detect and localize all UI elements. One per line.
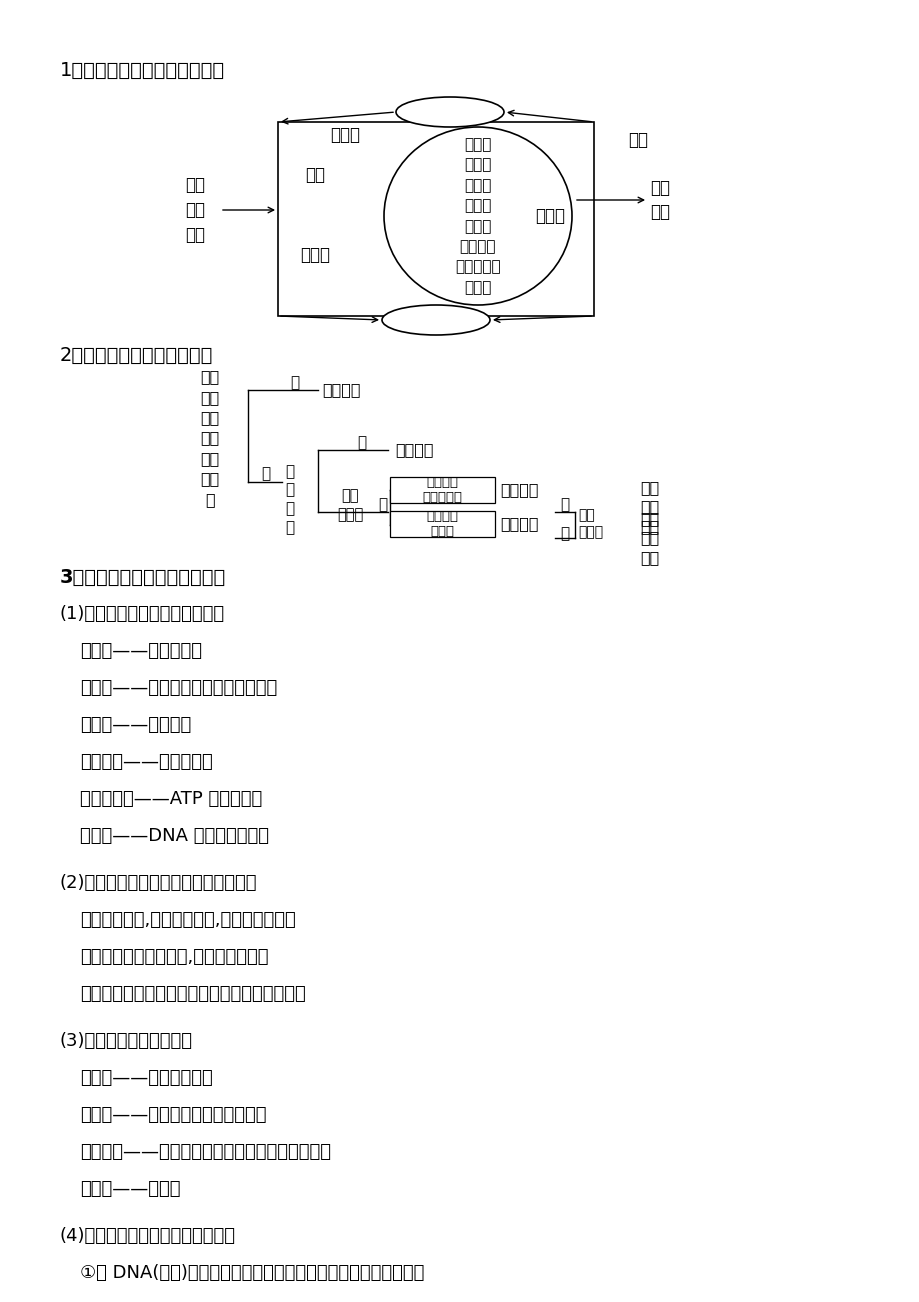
Text: 有: 有 — [378, 497, 387, 513]
Text: 细胞核——DNA 的复制、转录。: 细胞核——DNA 的复制、转录。 — [80, 827, 268, 845]
Text: 纤维素酶
可破坏: 纤维素酶 可破坏 — [425, 510, 458, 538]
Text: 高等
植物
细胞: 高等 植物 细胞 — [640, 510, 659, 565]
Text: ①含 DNA(基因)的细胞器或细胞结构：细胞核、线粒体、叶绿体。: ①含 DNA(基因)的细胞器或细胞结构：细胞核、线粒体、叶绿体。 — [80, 1264, 424, 1282]
Text: 有: 有 — [261, 466, 270, 482]
Text: 核糖体
细胞膜
线粒体
内质网
溶酶体
高尔基体
核膜、核仁
染色体: 核糖体 细胞膜 线粒体 内质网 溶酶体 高尔基体 核膜、核仁 染色体 — [455, 137, 500, 294]
Bar — [278, 122, 594, 316]
Text: 无: 无 — [357, 435, 366, 450]
Text: 细胞壁: 细胞壁 — [330, 126, 359, 145]
Text: 中心体: 中心体 — [535, 207, 564, 225]
Text: 有: 有 — [560, 497, 569, 513]
Text: 线粒体——供能。: 线粒体——供能。 — [80, 1180, 180, 1198]
Ellipse shape — [381, 305, 490, 335]
Text: 3．分类总结细胞器或细胞结构: 3．分类总结细胞器或细胞结构 — [60, 568, 226, 586]
Text: 动物细胞: 动物细胞 — [394, 443, 433, 457]
Text: 高尔基体——合成多糖；: 高尔基体——合成多糖； — [80, 753, 212, 771]
Text: 无: 无 — [560, 526, 569, 542]
Text: (4)与遗传有关的细胞器或细胞结构: (4)与遗传有关的细胞器或细胞结构 — [60, 1226, 236, 1245]
Text: 真核细胞: 真核细胞 — [415, 311, 456, 329]
Text: 真菌细胞: 真菌细胞 — [499, 483, 538, 497]
Text: 原核细胞: 原核细胞 — [322, 383, 360, 397]
Text: 植物细胞: 植物细胞 — [499, 517, 538, 531]
Text: 线粒体：稳定的化学能,活跃的化学能；: 线粒体：稳定的化学能,活跃的化学能； — [80, 948, 268, 966]
Text: 中心体——发出星射线构成纺锤体；: 中心体——发出星射线构成纺锤体； — [80, 1105, 267, 1124]
Text: 真
核
细
胞: 真 核 细 胞 — [285, 464, 294, 535]
Text: (3)参与细胞分裂的细胞器: (3)参与细胞分裂的细胞器 — [60, 1032, 193, 1049]
Text: 叶绿体: 叶绿体 — [300, 246, 330, 264]
Text: (2)与能量转换有关的细胞器或细胞结构: (2)与能量转换有关的细胞器或细胞结构 — [60, 874, 257, 892]
Text: 拟核: 拟核 — [628, 132, 647, 148]
Text: 高尔基体——植物细胞分裂时与形成细胞壁有关；: 高尔基体——植物细胞分裂时与形成细胞壁有关； — [80, 1143, 331, 1161]
Text: 2．几类细胞的辨别方法索引: 2．几类细胞的辨别方法索引 — [60, 345, 213, 365]
Text: 细胞质基质：有氧呼吸的第一阶段和无氧呼吸。: 细胞质基质：有氧呼吸的第一阶段和无氧呼吸。 — [80, 986, 305, 1003]
Text: 低等
植物
细胞: 低等 植物 细胞 — [640, 479, 659, 534]
Text: 细胞质基质——ATP 的合成等；: 细胞质基质——ATP 的合成等； — [80, 790, 262, 809]
Text: 有无
中心体: 有无 中心体 — [577, 508, 603, 539]
Text: 有无
细胞壁: 有无 细胞壁 — [336, 488, 363, 522]
Text: 纤维素酶
不使之破坏: 纤维素酶 不使之破坏 — [422, 475, 461, 504]
Text: 无: 无 — [290, 375, 300, 391]
Text: 液泡: 液泡 — [305, 165, 324, 184]
Text: 据有
无以
核膜
为界
限的
细胞
核: 据有 无以 核膜 为界 限的 细胞 核 — [200, 370, 220, 506]
Ellipse shape — [395, 98, 504, 128]
Text: 线粒体——有氧呼吸；: 线粒体——有氧呼吸； — [80, 642, 202, 660]
Text: 核糖体——合成蛋白质时的脱水缩合；: 核糖体——合成蛋白质时的脱水缩合； — [80, 680, 277, 697]
Text: 原核细胞: 原核细胞 — [429, 103, 470, 121]
Text: 动物
细胞: 动物 细胞 — [650, 178, 669, 221]
Text: 核糖体——蛋白质合成；: 核糖体——蛋白质合成； — [80, 1069, 212, 1087]
Text: 高等
植物
细胞: 高等 植物 细胞 — [185, 176, 205, 243]
FancyBboxPatch shape — [390, 477, 494, 503]
Text: 1．不同细胞类型的异同点归纳: 1．不同细胞类型的异同点归纳 — [60, 60, 225, 79]
FancyBboxPatch shape — [390, 510, 494, 536]
Text: 叶绿体——暗反应；: 叶绿体——暗反应； — [80, 716, 191, 734]
Text: (1)能产生水的细胞器或细胞结构: (1)能产生水的细胞器或细胞结构 — [60, 605, 225, 622]
Text: 叶绿体：光能,活跃的化学能,稳定的化学能；: 叶绿体：光能,活跃的化学能,稳定的化学能； — [80, 911, 295, 930]
